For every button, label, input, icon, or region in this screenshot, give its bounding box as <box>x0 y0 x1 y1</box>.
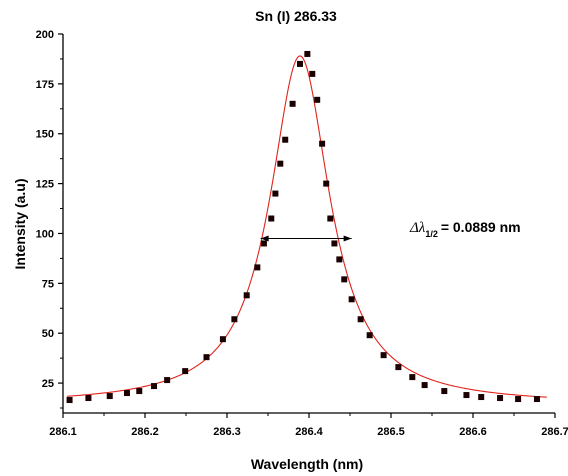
y-tick-label: 100 <box>36 228 54 240</box>
ticks: 286.1 286.2 286.3 286.4 286.5 286.6 286.7 25 50 7… <box>36 29 568 438</box>
data-point <box>319 140 326 147</box>
data-point <box>106 393 113 400</box>
data-point <box>66 397 73 404</box>
data-point <box>85 395 92 402</box>
data-point <box>533 396 540 403</box>
data-point <box>515 396 522 403</box>
data-point <box>380 352 387 359</box>
data-point <box>231 316 238 323</box>
data-markers <box>66 50 540 404</box>
fwhm-label: Δλ1/2 = 0.0889 nm <box>409 219 521 239</box>
chart-title: Sn (I) 286.33 <box>255 8 337 24</box>
data-point <box>409 374 416 381</box>
data-point <box>164 377 171 384</box>
data-point <box>348 296 355 303</box>
data-point <box>182 368 189 375</box>
data-point <box>123 390 130 397</box>
y-tick-label: 175 <box>36 79 54 91</box>
data-point <box>357 316 364 323</box>
data-point <box>336 256 343 263</box>
x-tick-label: 286.3 <box>213 426 241 438</box>
data-point <box>421 382 428 389</box>
data-point <box>327 215 334 222</box>
data-point <box>331 240 338 247</box>
x-tick-label: 286.5 <box>377 426 405 438</box>
y-tick-label: 125 <box>36 179 54 191</box>
data-point <box>136 388 143 395</box>
y-tick-label: 25 <box>42 378 54 390</box>
data-point <box>289 100 296 107</box>
data-point <box>309 70 316 77</box>
data-point <box>151 383 158 390</box>
data-point <box>272 190 279 197</box>
y-tick-label: 200 <box>36 29 54 41</box>
data-point <box>314 96 321 103</box>
x-tick-label: 286.4 <box>295 426 323 438</box>
data-point <box>268 215 275 222</box>
lorentzian-fit-line <box>67 55 547 398</box>
fwhm-subscript: 1/2 <box>425 229 438 239</box>
data-point <box>254 264 261 271</box>
data-point <box>497 395 504 402</box>
data-point <box>478 394 485 401</box>
data-point <box>260 240 267 247</box>
fit-curve-layer <box>67 55 547 398</box>
x-tick-label: 286.2 <box>131 426 159 438</box>
x-tick-label: 286.1 <box>49 426 77 438</box>
data-point <box>304 50 311 57</box>
data-point <box>323 180 330 187</box>
data-point <box>366 332 373 339</box>
data-point <box>203 354 210 361</box>
data-point <box>219 336 226 343</box>
x-tick-label: 286.6 <box>459 426 487 438</box>
fwhm-symbol: Δλ <box>409 220 426 236</box>
y-axis-title: Intensity (a.u) <box>12 178 28 269</box>
fwhm-arrowhead-left <box>260 235 269 242</box>
x-axis-title: Wavelength (nm) <box>251 456 363 472</box>
y-tick-label: 75 <box>42 278 54 290</box>
data-point <box>463 392 470 399</box>
y-tick-label: 50 <box>42 328 54 340</box>
fwhm-value: = 0.0889 nm <box>441 219 521 235</box>
data-point <box>341 276 348 283</box>
data-point <box>277 160 284 167</box>
data-point <box>395 364 402 371</box>
y-tick-label: 150 <box>36 129 54 141</box>
data-point <box>441 388 448 395</box>
data-point <box>282 136 289 143</box>
data-point <box>296 60 303 67</box>
fwhm-annotation: Δλ1/2 = 0.0889 nm <box>260 219 521 242</box>
x-tick-label: 286.7 <box>541 426 568 438</box>
fwhm-arrowhead-right <box>343 235 352 242</box>
data-point <box>243 292 250 299</box>
